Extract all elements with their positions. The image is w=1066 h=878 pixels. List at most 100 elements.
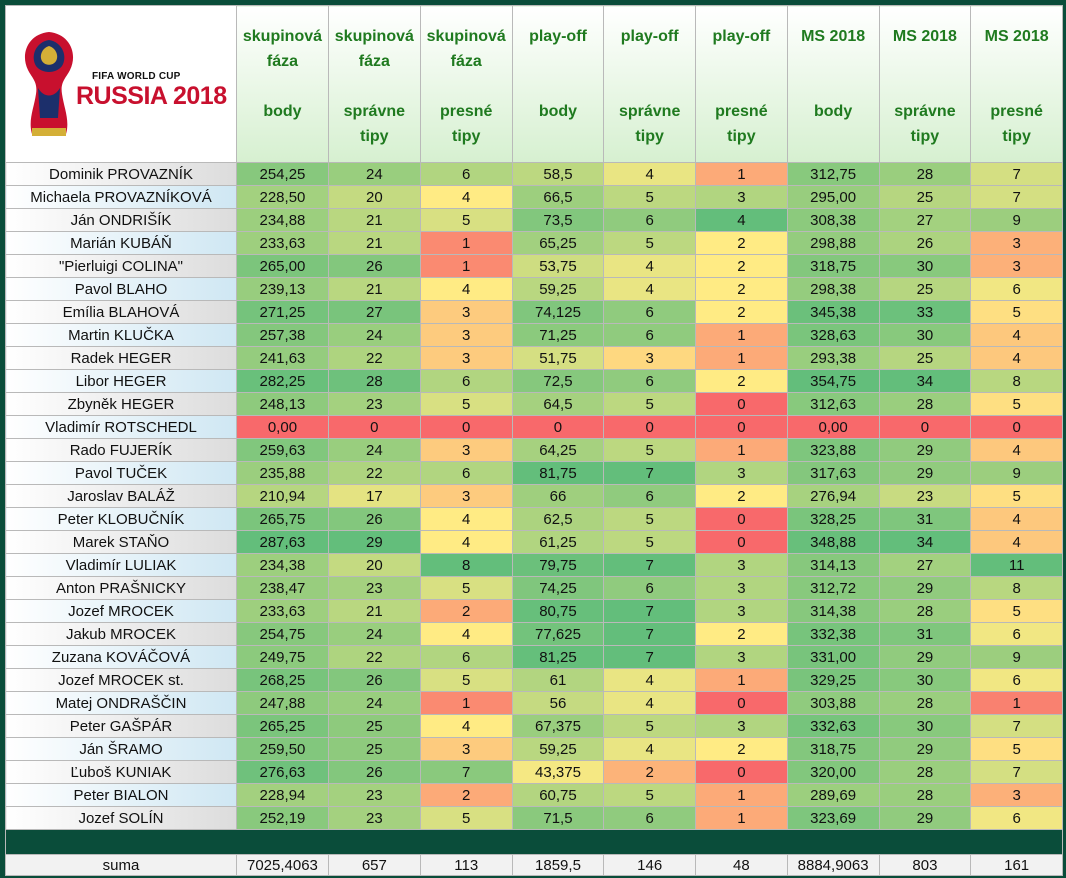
value-cell-group-exact[interactable]: 5 xyxy=(419,806,513,830)
value-cell-playoff-exact[interactable]: 3 xyxy=(695,461,788,485)
value-cell-playoff-points[interactable]: 80,75 xyxy=(511,599,605,623)
value-cell-playoff-correct[interactable]: 4 xyxy=(603,254,697,278)
value-cell-group-exact[interactable]: 1 xyxy=(419,231,513,255)
value-cell-playoff-correct[interactable]: 5 xyxy=(603,185,697,209)
value-cell-playoff-points[interactable]: 56 xyxy=(511,691,605,715)
value-cell-group-points[interactable]: 252,19 xyxy=(236,806,329,830)
value-cell-playoff-correct[interactable]: 5 xyxy=(603,507,697,531)
sum-cell-group-exact[interactable]: 113 xyxy=(419,854,513,876)
value-cell-total-points[interactable]: 318,75 xyxy=(786,254,880,278)
value-cell-playoff-points[interactable]: 77,625 xyxy=(511,622,605,646)
value-cell-total-points[interactable]: 345,38 xyxy=(786,300,880,324)
value-cell-playoff-exact[interactable]: 3 xyxy=(695,553,788,577)
value-cell-total-exact[interactable]: 9 xyxy=(970,208,1063,232)
value-cell-playoff-exact[interactable]: 1 xyxy=(695,783,788,807)
value-cell-playoff-correct[interactable]: 5 xyxy=(603,392,697,416)
value-cell-group-correct[interactable]: 24 xyxy=(327,162,421,186)
player-name-cell[interactable]: Martin KLUČKA xyxy=(5,323,237,347)
value-cell-group-correct[interactable]: 23 xyxy=(327,806,421,830)
value-cell-total-points[interactable]: 323,88 xyxy=(786,438,880,462)
value-cell-total-exact[interactable]: 7 xyxy=(970,760,1063,784)
player-name-cell[interactable]: Peter GAŠPÁR xyxy=(5,714,237,738)
value-cell-total-exact[interactable]: 5 xyxy=(970,599,1063,623)
player-name-cell[interactable]: Libor HEGER xyxy=(5,369,237,393)
value-cell-total-exact[interactable]: 8 xyxy=(970,369,1063,393)
player-name-cell[interactable]: Michaela PROVAZNÍKOVÁ xyxy=(5,185,237,209)
value-cell-group-points[interactable]: 271,25 xyxy=(236,300,329,324)
value-cell-total-correct[interactable]: 30 xyxy=(878,254,972,278)
value-cell-total-correct[interactable]: 27 xyxy=(878,553,972,577)
value-cell-total-exact[interactable]: 4 xyxy=(970,507,1063,531)
value-cell-total-points[interactable]: 312,72 xyxy=(786,576,880,600)
value-cell-group-exact[interactable]: 5 xyxy=(419,576,513,600)
value-cell-total-exact[interactable]: 5 xyxy=(970,737,1063,761)
player-name-cell[interactable]: Radek HEGER xyxy=(5,346,237,370)
value-cell-total-exact[interactable]: 9 xyxy=(970,645,1063,669)
value-cell-total-points[interactable]: 314,13 xyxy=(786,553,880,577)
value-cell-group-exact[interactable]: 8 xyxy=(419,553,513,577)
value-cell-group-exact[interactable]: 3 xyxy=(419,323,513,347)
value-cell-playoff-points[interactable]: 43,375 xyxy=(511,760,605,784)
value-cell-group-correct[interactable]: 21 xyxy=(327,277,421,301)
value-cell-playoff-exact[interactable]: 2 xyxy=(695,231,788,255)
player-name-cell[interactable]: Marián KUBÁŇ xyxy=(5,231,237,255)
value-cell-playoff-exact[interactable]: 0 xyxy=(695,507,788,531)
value-cell-playoff-correct[interactable]: 5 xyxy=(603,714,697,738)
value-cell-group-correct[interactable]: 25 xyxy=(327,737,421,761)
value-cell-playoff-exact[interactable]: 2 xyxy=(695,484,788,508)
value-cell-group-exact[interactable]: 2 xyxy=(419,783,513,807)
value-cell-total-correct[interactable]: 25 xyxy=(878,277,972,301)
player-name-cell[interactable]: Peter BIALON xyxy=(5,783,237,807)
player-name-cell[interactable]: Zuzana KOVÁČOVÁ xyxy=(5,645,237,669)
value-cell-total-points[interactable]: 317,63 xyxy=(786,461,880,485)
value-cell-total-points[interactable]: 354,75 xyxy=(786,369,880,393)
value-cell-playoff-exact[interactable]: 0 xyxy=(695,760,788,784)
value-cell-playoff-points[interactable]: 51,75 xyxy=(511,346,605,370)
player-name-cell[interactable]: Jozef SOLÍN xyxy=(5,806,237,830)
value-cell-playoff-exact[interactable]: 1 xyxy=(695,346,788,370)
value-cell-group-exact[interactable]: 5 xyxy=(419,208,513,232)
value-cell-group-correct[interactable]: 0 xyxy=(327,415,421,439)
value-cell-playoff-points[interactable]: 71,5 xyxy=(511,806,605,830)
value-cell-group-points[interactable]: 282,25 xyxy=(236,369,329,393)
value-cell-group-exact[interactable]: 6 xyxy=(419,461,513,485)
value-cell-playoff-exact[interactable]: 2 xyxy=(695,369,788,393)
sum-cell-total-points[interactable]: 8884,9063 xyxy=(786,854,880,876)
value-cell-group-correct[interactable]: 24 xyxy=(327,622,421,646)
sum-cell-playoff-points[interactable]: 1859,5 xyxy=(511,854,605,876)
value-cell-group-exact[interactable]: 4 xyxy=(419,185,513,209)
value-cell-total-points[interactable]: 320,00 xyxy=(786,760,880,784)
value-cell-total-exact[interactable]: 6 xyxy=(970,668,1063,692)
value-cell-playoff-points[interactable]: 61 xyxy=(511,668,605,692)
value-cell-group-correct[interactable]: 24 xyxy=(327,438,421,462)
value-cell-total-points[interactable]: 332,63 xyxy=(786,714,880,738)
value-cell-playoff-points[interactable]: 73,5 xyxy=(511,208,605,232)
value-cell-total-exact[interactable]: 8 xyxy=(970,576,1063,600)
value-cell-group-correct[interactable]: 23 xyxy=(327,576,421,600)
value-cell-total-correct[interactable]: 29 xyxy=(878,461,972,485)
value-cell-total-correct[interactable]: 28 xyxy=(878,392,972,416)
value-cell-playoff-correct[interactable]: 6 xyxy=(603,300,697,324)
value-cell-total-correct[interactable]: 34 xyxy=(878,530,972,554)
value-cell-playoff-correct[interactable]: 3 xyxy=(603,346,697,370)
value-cell-group-points[interactable]: 228,94 xyxy=(236,783,329,807)
value-cell-group-correct[interactable]: 22 xyxy=(327,346,421,370)
value-cell-total-correct[interactable]: 26 xyxy=(878,231,972,255)
value-cell-group-points[interactable]: 234,88 xyxy=(236,208,329,232)
value-cell-total-exact[interactable]: 4 xyxy=(970,346,1063,370)
value-cell-group-points[interactable]: 241,63 xyxy=(236,346,329,370)
value-cell-group-points[interactable]: 235,88 xyxy=(236,461,329,485)
value-cell-group-correct[interactable]: 20 xyxy=(327,553,421,577)
sum-cell-group-points[interactable]: 7025,4063 xyxy=(236,854,329,876)
value-cell-playoff-correct[interactable]: 0 xyxy=(603,415,697,439)
value-cell-group-exact[interactable]: 0 xyxy=(419,415,513,439)
value-cell-total-exact[interactable]: 3 xyxy=(970,254,1063,278)
value-cell-total-points[interactable]: 318,75 xyxy=(786,737,880,761)
player-name-cell[interactable]: Ľuboš KUNIAK xyxy=(5,760,237,784)
value-cell-playoff-correct[interactable]: 7 xyxy=(603,461,697,485)
value-cell-playoff-exact[interactable]: 3 xyxy=(695,714,788,738)
value-cell-group-correct[interactable]: 29 xyxy=(327,530,421,554)
value-cell-playoff-points[interactable]: 71,25 xyxy=(511,323,605,347)
value-cell-playoff-points[interactable]: 59,25 xyxy=(511,277,605,301)
value-cell-total-points[interactable]: 303,88 xyxy=(786,691,880,715)
